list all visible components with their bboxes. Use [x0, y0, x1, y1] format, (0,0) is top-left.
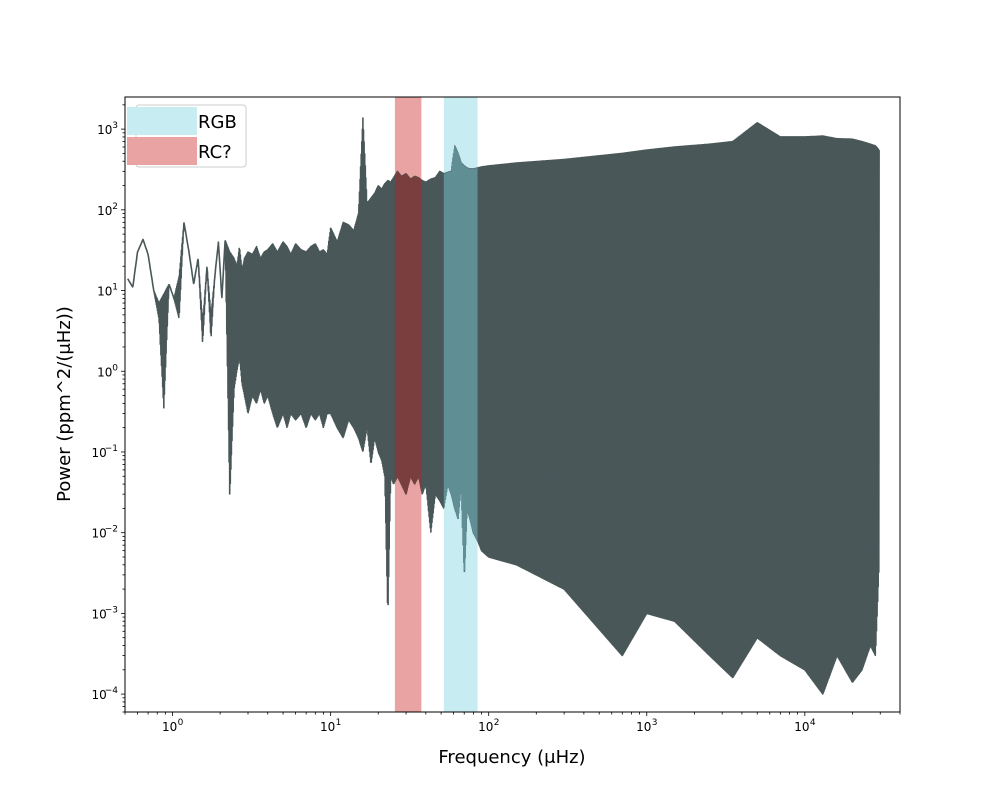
legend-swatch-rgb: [127, 107, 197, 135]
y-tick-label: 10: [97, 123, 112, 137]
axis-ticks: 10 0 10 1 10 2 10 3 10 4−410−310−210−110010110210…: [92, 104, 901, 734]
legend-label: RC?: [198, 142, 232, 163]
x-tick-label: 10: [320, 720, 335, 734]
y-tick-label: 10: [92, 527, 107, 541]
y-tick-exponent: −1: [105, 444, 118, 454]
x-tick-exponent: 0: [178, 718, 184, 728]
y-tick-exponent: −3: [105, 605, 118, 615]
x-tick-label: 10: [162, 720, 177, 734]
x-axis-label: Frequency (μHz): [438, 747, 585, 768]
x-tick-exponent: 1: [336, 718, 342, 728]
plot-frame: [124, 96, 901, 713]
power-spectrum-series: [127, 117, 880, 695]
y-axis-label: Power (ppm^2/(μHz)): [54, 306, 75, 502]
x-tick-label: 10: [478, 720, 493, 734]
y-tick-exponent: 0: [112, 363, 118, 373]
y-tick-label: 10: [92, 446, 107, 460]
y-tick-exponent: 2: [112, 202, 118, 212]
y-tick-label: 10: [92, 607, 107, 621]
x-tick-label: 10: [636, 720, 651, 734]
y-tick-exponent: −2: [105, 525, 118, 535]
y-tick-label: 10: [97, 204, 112, 218]
y-tick-exponent: −4: [105, 686, 119, 696]
x-tick-exponent: 4: [810, 718, 816, 728]
x-tick-label: 10: [794, 720, 809, 734]
y-tick-label: 10: [97, 365, 112, 379]
x-tick-exponent: 3: [652, 718, 658, 728]
series-dense-fill: [488, 132, 880, 589]
y-tick-exponent: 3: [112, 121, 118, 131]
legend-label: RGB: [198, 112, 237, 133]
legend: RGB RC?: [127, 104, 247, 168]
legend-swatch-rc: [127, 137, 197, 165]
y-tick-label: 10: [92, 688, 107, 702]
y-tick-exponent: 1: [112, 283, 118, 293]
x-tick-exponent: 2: [494, 718, 500, 728]
y-tick-label: 10: [97, 285, 112, 299]
